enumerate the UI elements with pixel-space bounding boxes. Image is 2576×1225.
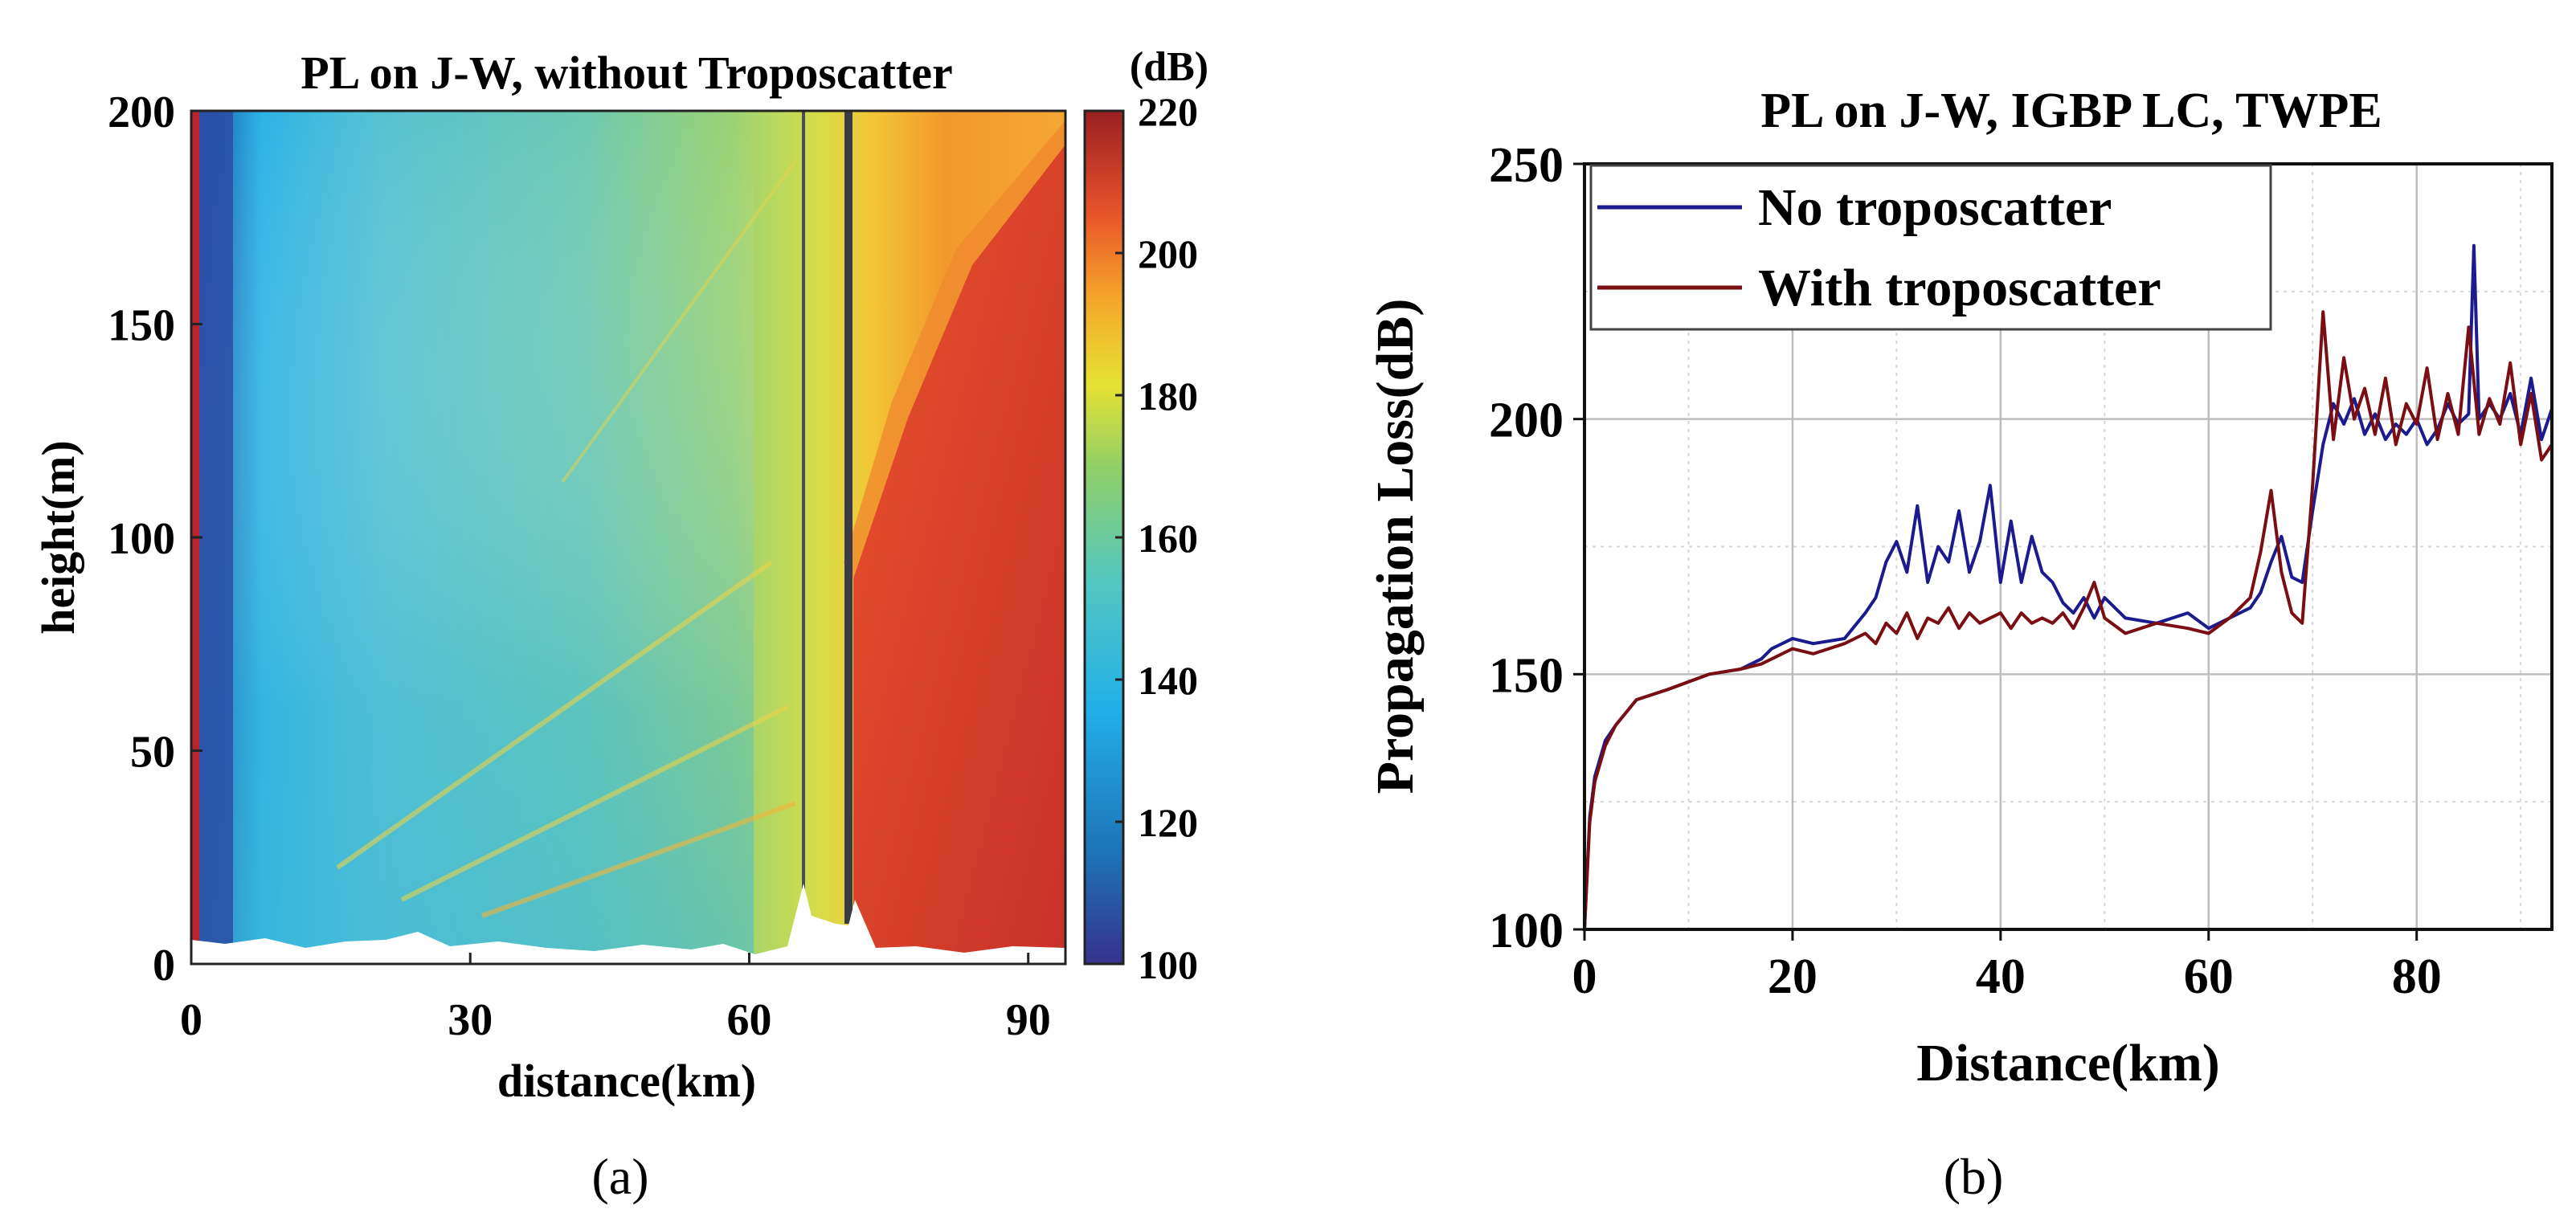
- heatmap-near-field: [199, 111, 233, 964]
- legend-label-with-troposcatter: With troposcatter: [1758, 259, 2161, 317]
- line-y-tick-label: 200: [1489, 394, 1564, 448]
- colorbar-tick-label: 140: [1138, 658, 1198, 703]
- heatmap-field: [191, 111, 1065, 964]
- line-y-axis: 100 150 200 250 Propagation Loss(dB): [1366, 138, 1584, 958]
- heatmap-y-axis: 0 50 100 150 200 height(m): [32, 88, 202, 990]
- heatmap-y-ticks: 0 50 100 150 200: [108, 88, 202, 990]
- caption-b: (b): [1944, 1148, 2004, 1205]
- legend-label-no-troposcatter: No troposcatter: [1758, 178, 2112, 237]
- line-y-tick-label: 100: [1489, 904, 1564, 958]
- colorbar-tick-label: 180: [1138, 374, 1198, 419]
- heatmap-fringe-2: [400, 704, 789, 902]
- heatmap-x-ticks: 0 30 60 90: [180, 953, 1051, 1045]
- caption-a: (a): [591, 1148, 648, 1205]
- heatmap-x-tick-label: 60: [726, 995, 771, 1045]
- heatmap-fringe-3: [480, 801, 797, 918]
- heatmap-lower-tint: [191, 111, 754, 964]
- line-title: PL on J-W, IGBP LC, TWPE: [1760, 84, 2382, 138]
- colorbar: (dB) 100 120 140 160 180 200 220: [1083, 44, 1208, 987]
- line-x-tick-label: 0: [1572, 949, 1597, 1004]
- line-x-label: Distance(km): [1916, 1034, 2220, 1092]
- series-line-with-troposcatter: [1584, 310, 2552, 929]
- heatmap-shadow-region: [853, 145, 1065, 964]
- heatmap-transition-band: [844, 120, 1065, 578]
- line-legend: No troposcatter With troposcatter: [1589, 164, 2272, 331]
- colorbar-ticks: 100 120 140 160 180 200 220: [1115, 89, 1198, 987]
- heatmap-x-label: distance(km): [497, 1055, 756, 1107]
- colorbar-tick-label: 100: [1138, 942, 1198, 987]
- heatmap-x-axis: 0 30 60 90 distance(km): [180, 953, 1051, 1107]
- heatmap-x-tick-label: 30: [448, 995, 493, 1045]
- heatmap-fringe-1: [336, 560, 773, 870]
- line-y-label: Propagation Loss(dB): [1366, 299, 1425, 794]
- line-y-ticks: 100 150 200 250: [1489, 138, 1584, 958]
- line-x-tick-label: 20: [1768, 949, 1818, 1004]
- line-x-tick-label: 80: [2392, 949, 2442, 1004]
- colorbar-label: (dB): [1130, 44, 1208, 90]
- colorbar-tick-label: 160: [1138, 516, 1198, 561]
- heatmap-y-tick-label: 200: [108, 88, 175, 137]
- colorbar-tick-label: 220: [1138, 89, 1198, 134]
- heatmap-title: PL on J-W, without Troposcatter: [301, 47, 953, 99]
- line-y-tick-label: 250: [1489, 138, 1564, 193]
- colorbar-tick-label: 200: [1138, 231, 1198, 276]
- line-frame: [1583, 162, 2554, 931]
- heatmap-y-label: height(m): [32, 440, 84, 635]
- panel-b: PL on J-W, IGBP LC, TWPE No troposcatter…: [1366, 84, 2554, 1205]
- heatmap-x-tick-label: 0: [180, 995, 202, 1045]
- heatmap-y-tick-label: 0: [153, 941, 175, 990]
- heatmap-y-tick-label: 100: [108, 514, 175, 564]
- line-x-tick-label: 40: [1976, 949, 2026, 1004]
- legend-box: [1589, 164, 2272, 331]
- line-x-axis: 0 20 40 60 80 Distance(km): [1572, 929, 2442, 1092]
- heatmap-y-tick-label: 150: [108, 301, 175, 351]
- heatmap-x-tick-label: 90: [1006, 995, 1051, 1045]
- panel-a: PL on J-W, without Troposcatter 0 30 60 90 …: [32, 44, 1208, 1205]
- heatmap-fringe-4: [561, 159, 797, 484]
- heatmap-y-tick-label: 50: [130, 728, 175, 778]
- line-x-tick-label: 60: [2184, 949, 2234, 1004]
- line-y-tick-label: 150: [1489, 648, 1564, 703]
- line-x-ticks: 0 20 40 60 80: [1572, 929, 2442, 1004]
- heatmap-terrain: [191, 884, 1065, 964]
- line-series: [1584, 243, 2552, 929]
- colorbar-tick-label: 120: [1138, 800, 1198, 845]
